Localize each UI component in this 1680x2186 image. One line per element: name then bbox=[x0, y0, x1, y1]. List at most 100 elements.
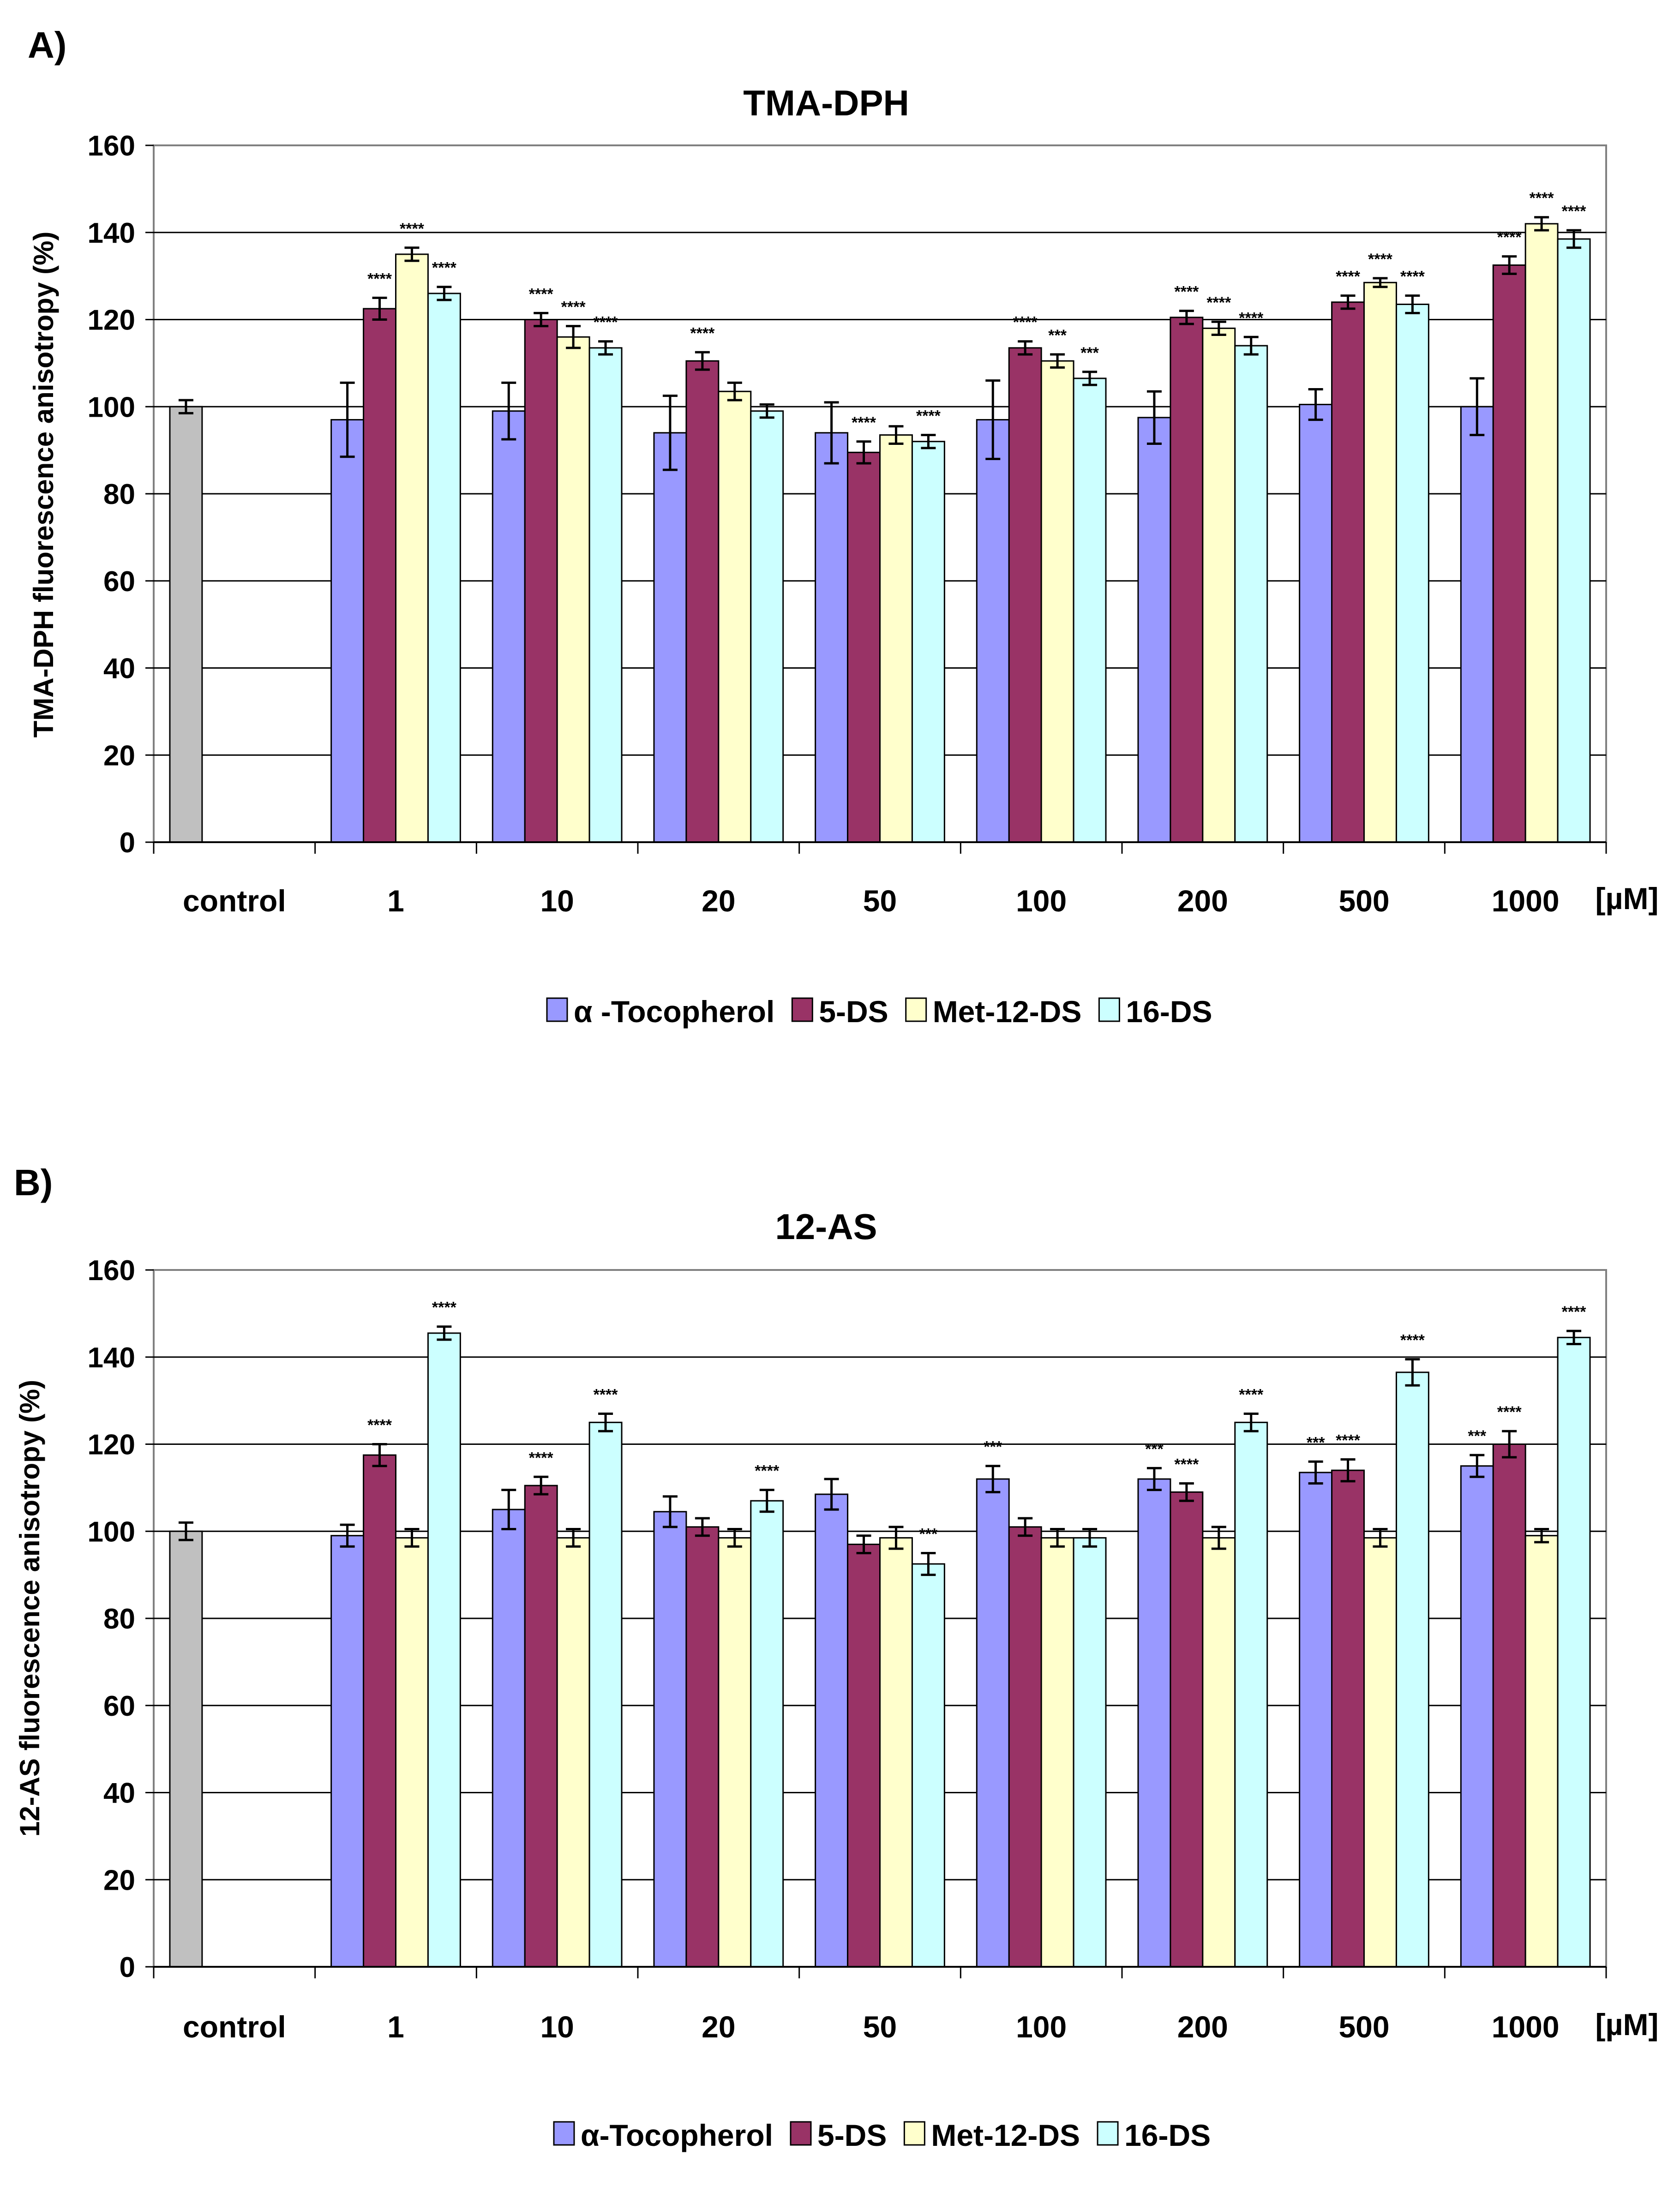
panel-a-bar-five_ds bbox=[363, 308, 396, 843]
panel-a-label: A) bbox=[28, 24, 66, 66]
panel-b-significance-marker: *** bbox=[1468, 1427, 1486, 1445]
panel-b-y-tick-label: 80 bbox=[103, 1603, 135, 1635]
panel-b-x-tick-label: 20 bbox=[702, 2010, 735, 2044]
panel-a-y-tick-label: 0 bbox=[120, 827, 135, 859]
panel-b-significance-marker: **** bbox=[1336, 1432, 1361, 1449]
panel-b-bar-alpha_tocopherol bbox=[330, 1535, 365, 1968]
panel-b-bar-five_ds bbox=[1170, 1491, 1204, 1968]
panel-a-bar-sixteen_ds bbox=[750, 410, 784, 843]
panel-b-bar-five_ds bbox=[1492, 1443, 1526, 1968]
panel-a-bar-met_12_ds bbox=[1363, 281, 1397, 843]
panel-b-significance-marker: **** bbox=[432, 1299, 457, 1317]
panel-a-significance-marker: **** bbox=[916, 407, 941, 425]
panel-a-bar-five_ds bbox=[1492, 264, 1526, 843]
panel-a-significance-marker: **** bbox=[1336, 268, 1361, 286]
panel-a-y-tick-label: 40 bbox=[103, 653, 135, 685]
panel-a-bar-five_ds bbox=[1008, 347, 1042, 843]
panel-a-significance-marker: **** bbox=[400, 220, 425, 238]
panel-a-legend-label-met_12_ds: Met-12-DS bbox=[933, 994, 1082, 1029]
panel-b-significance-marker: **** bbox=[1239, 1386, 1264, 1403]
panel-a-bar-sixteen_ds bbox=[1234, 345, 1268, 843]
panel-b-x-tick-label: 1000 bbox=[1492, 2010, 1560, 2044]
panel-b-significance-marker: **** bbox=[1562, 1303, 1587, 1321]
panel-b-bar-alpha_tocopherol bbox=[1137, 1478, 1171, 1968]
panel-b-bar-alpha_tocopherol bbox=[815, 1493, 849, 1968]
panel-a-unit-label: [µM] bbox=[1596, 881, 1659, 916]
panel-a-significance-marker: *** bbox=[1048, 327, 1067, 344]
panel-a-bar-alpha_tocopherol bbox=[330, 419, 365, 843]
panel-a-significance-marker: **** bbox=[1530, 190, 1554, 207]
panel-b-unit-label: [µM] bbox=[1596, 2007, 1659, 2042]
panel-a-y-tick-label: 160 bbox=[88, 130, 135, 162]
panel-b-y-tick-label: 120 bbox=[88, 1429, 135, 1461]
panel-a-bar-five_ds bbox=[1331, 301, 1365, 843]
panel-a-bar-met_12_ds bbox=[556, 336, 590, 843]
panel-a-significance-marker: **** bbox=[529, 285, 554, 303]
panel-a-y-tick-label: 100 bbox=[88, 391, 135, 423]
panel-b-significance-marker: *** bbox=[1307, 1434, 1325, 1451]
panel-b-x-tick-label: control bbox=[183, 2010, 286, 2044]
panel-a-significance-marker: **** bbox=[432, 259, 457, 277]
panel-b-bar-met_12_ds bbox=[1040, 1537, 1074, 1968]
panel-b-significance-marker: **** bbox=[529, 1449, 554, 1467]
panel-b-bar-met_12_ds bbox=[879, 1537, 913, 1968]
panel-a-x-tick-label: 10 bbox=[540, 884, 574, 918]
panel-b-label: B) bbox=[14, 1162, 53, 1203]
panel-a-bar-alpha_tocopherol bbox=[653, 432, 687, 843]
panel-b-significance-marker: **** bbox=[367, 1417, 392, 1434]
panel-a-legend-label-five_ds: 5-DS bbox=[819, 994, 888, 1029]
panel-b-bar-met_12_ds bbox=[1524, 1535, 1559, 1968]
panel-b-y-tick-label: 20 bbox=[103, 1864, 135, 1896]
panel-a-x-tick-label: 50 bbox=[863, 884, 897, 918]
panel-b-bar-met_12_ds bbox=[395, 1537, 429, 1968]
panel-b-x-tick-label: 200 bbox=[1177, 2010, 1228, 2044]
panel-b-significance-marker: *** bbox=[1145, 1440, 1164, 1458]
panel-b-bar-sixteen_ds bbox=[1557, 1336, 1591, 1968]
panel-b: B) 12-AS 12-AS fluorescence anisotropy (… bbox=[14, 1162, 1658, 2152]
panel-b-bar-alpha_tocopherol bbox=[1460, 1465, 1494, 1968]
panel-a-legend-swatch-sixteen_ds bbox=[1098, 997, 1120, 1022]
panel-b-legend-label-five_ds: 5-DS bbox=[817, 2118, 887, 2152]
panel-b-y-tick-label: 100 bbox=[88, 1516, 135, 1548]
panel-a-bars bbox=[169, 223, 1591, 843]
panel-b-bar-alpha_tocopherol bbox=[976, 1478, 1010, 1968]
panel-b-bar-five_ds bbox=[363, 1454, 396, 1968]
panel-a-bar-five_ds bbox=[524, 319, 558, 843]
panel-a-significance-marker: **** bbox=[690, 324, 715, 342]
panel-b-bar-sixteen_ds bbox=[427, 1332, 461, 1968]
panel-a-bar-alpha_tocopherol bbox=[815, 432, 849, 843]
panel-a-bar-alpha_tocopherol bbox=[492, 410, 526, 843]
panel-a-bar-met_12_ds bbox=[1040, 360, 1074, 843]
panel-b-legend-label-sixteen_ds: 16-DS bbox=[1124, 2118, 1211, 2152]
panel-b-x-tick-label: 100 bbox=[1016, 2010, 1067, 2044]
panel-a-significance-marker: **** bbox=[1174, 283, 1199, 301]
panel-a-x-axis: control 1 10 20 50 100 200 500 1000 bbox=[153, 841, 1607, 918]
panel-a-y-tick-label: 20 bbox=[103, 740, 135, 772]
panel-b-bar-sixteen_ds bbox=[911, 1563, 945, 1968]
panel-b-significance: *** *** *** *********** ********************… bbox=[367, 1299, 1586, 1543]
panel-a-significance-marker: **** bbox=[1497, 229, 1522, 246]
panel-a-legend-swatch-alpha_tocopherol bbox=[546, 997, 568, 1022]
panel-b-bar-sixteen_ds bbox=[588, 1421, 623, 1968]
panel-a-y-tick-label: 120 bbox=[88, 305, 135, 336]
panel-b-legend-swatch-met_12_ds bbox=[903, 2121, 925, 2146]
panel-a-x-tick-label: 100 bbox=[1016, 884, 1067, 918]
panel-a-legend: α -Tocopherol 5-DS Met-12-DS 16-DS bbox=[546, 994, 1212, 1029]
panel-b-significance-marker: **** bbox=[1400, 1331, 1425, 1349]
panel-b-y-tick-label: 160 bbox=[88, 1255, 135, 1287]
panel-b-bar-five_ds bbox=[524, 1485, 558, 1968]
panel-b-significance-marker: **** bbox=[755, 1462, 780, 1480]
panel-b-bar-five_ds bbox=[847, 1544, 881, 1968]
panel-a-bar-sixteen_ds bbox=[1557, 238, 1591, 843]
panel-b-legend-swatch-alpha_tocopherol bbox=[553, 2121, 575, 2146]
panel-a-title: TMA-DPH bbox=[743, 83, 909, 123]
panel-a-significance: ****************************************… bbox=[367, 190, 1586, 431]
panel-b-title: 12-AS bbox=[775, 1206, 877, 1247]
panel-a-x-tick-label: 1 bbox=[387, 884, 404, 918]
panel-a-x-tick-label: 20 bbox=[702, 884, 735, 918]
panel-a-significance-marker: **** bbox=[594, 314, 618, 331]
panel-a-significance-marker: **** bbox=[367, 270, 392, 287]
panel-b-bar-alpha_tocopherol bbox=[492, 1509, 526, 1968]
panel-a-y-tick-label: 80 bbox=[103, 479, 135, 510]
